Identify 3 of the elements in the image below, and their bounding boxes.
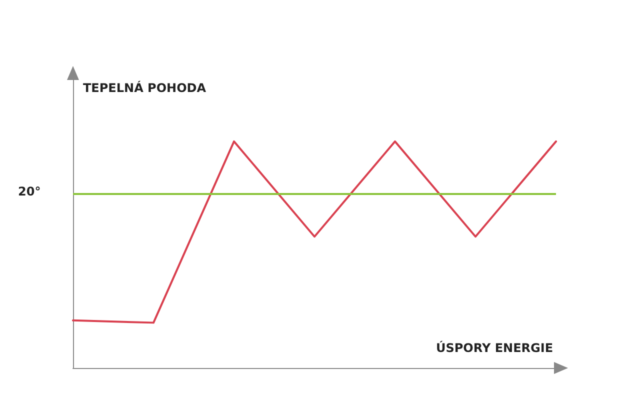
- y-axis-title: TEPELNÁ POHODA: [83, 80, 207, 95]
- text: 20°: [18, 184, 41, 199]
- x-axis-title: ÚSPORY ENERGIE: [436, 340, 554, 355]
